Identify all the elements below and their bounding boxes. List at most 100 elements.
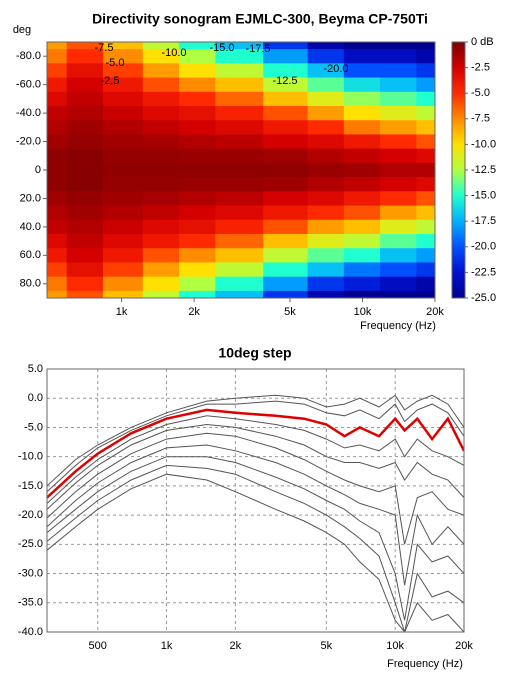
heatmap-cell	[142, 77, 180, 93]
heatmap-cell	[343, 91, 381, 107]
heatmap-cell	[263, 49, 309, 64]
heatmap-cell	[66, 49, 104, 64]
heatmap-cell	[47, 234, 68, 249]
heatmap-cell	[416, 290, 435, 298]
heatmap-cell	[179, 276, 216, 292]
heatmap-cell	[215, 49, 264, 64]
heatmap-cell	[102, 276, 144, 292]
heatmap-cell	[215, 134, 264, 150]
heatmap-cell	[102, 91, 144, 107]
heatmap-cell	[380, 148, 417, 164]
heatmap-cell	[66, 162, 104, 178]
contour-label: -7.5	[95, 42, 114, 54]
heatmap-cell	[343, 262, 381, 278]
heatmap-cell	[102, 42, 144, 50]
y-tick-label: 80.0	[20, 278, 41, 290]
heatmap-cell	[343, 162, 381, 178]
heatmap-cell	[142, 219, 180, 235]
heatmap-cell	[343, 106, 381, 121]
heatmap-cell	[416, 77, 435, 93]
series-line	[47, 394, 464, 487]
heatmap-cell	[47, 49, 68, 64]
heatmap-cell	[380, 262, 417, 278]
heatmap-cell	[66, 219, 104, 235]
heatmap-cell	[307, 134, 345, 150]
heatmap-cell	[263, 205, 309, 221]
heatmap-cell	[416, 148, 435, 164]
heatmap-cell	[263, 248, 309, 264]
heatmap-cell	[215, 191, 264, 207]
heatmap-cell	[215, 77, 264, 93]
heatmap-cell	[380, 248, 417, 264]
plot-area	[47, 369, 464, 632]
heatmap-cell	[307, 91, 345, 107]
heatmap-cell	[380, 191, 417, 207]
heatmap-cell	[47, 148, 68, 164]
heatmap-cell	[263, 219, 309, 235]
heatmap-cell	[215, 106, 264, 121]
heatmap-cell	[343, 177, 381, 192]
heatmap-cell	[102, 177, 144, 192]
x-tick-label: 5k	[321, 640, 333, 652]
colorbar-tick-label: -2.5	[471, 62, 490, 74]
heatmap-cell	[102, 205, 144, 221]
y-tick-label: -60.0	[16, 79, 41, 91]
heatmap-cell	[179, 91, 216, 107]
heatmap-cell	[102, 148, 144, 164]
chart-title: Directivity sonogram EJMLC-300, Beyma CP…	[92, 11, 428, 27]
heatmap-cell	[179, 191, 216, 207]
heatmap-cell	[416, 248, 435, 264]
heatmap-cell	[380, 276, 417, 292]
plot-frame	[46, 368, 465, 633]
heatmap-cell	[47, 191, 68, 207]
x-tick-label: 10k	[354, 306, 372, 318]
contour-label: -17.5	[245, 43, 270, 55]
series-line	[47, 432, 464, 545]
heatmap-cell	[102, 120, 144, 136]
series-line	[47, 408, 464, 499]
heatmap-cell	[66, 262, 104, 278]
heatmap-cell	[215, 248, 264, 264]
colorbar-tick-label: -10.0	[471, 138, 496, 150]
heatmap-cell	[215, 205, 264, 221]
colorbar-tick-label: -15.0	[471, 190, 496, 202]
heatmap-cell	[47, 162, 68, 178]
heatmap-cell	[179, 205, 216, 221]
heatmap-cell	[66, 77, 104, 93]
heatmap-cell	[307, 77, 345, 93]
heatmap-cell	[215, 219, 264, 235]
heatmap-cell	[263, 191, 309, 207]
heatmap-cell	[215, 120, 264, 136]
heatmap-cell	[66, 148, 104, 164]
contour-label: -2.5	[101, 75, 120, 87]
heatmap-cell	[307, 205, 345, 221]
heatmap-cell	[47, 42, 68, 50]
heatmap-cell	[343, 120, 381, 136]
heatmap-cell	[380, 91, 417, 107]
heatmap-cell	[380, 219, 417, 235]
heatmap-cell	[380, 290, 417, 298]
chart-title: 10deg step	[218, 345, 291, 361]
heatmap-cell	[307, 120, 345, 136]
heatmap-cell	[47, 134, 68, 150]
heatmap-cell	[102, 63, 144, 79]
heatmap-cell	[215, 177, 264, 192]
heatmap-cell	[416, 177, 435, 192]
heatmap-cell	[343, 234, 381, 249]
heatmap-cell	[47, 77, 68, 93]
heatmap-cell	[343, 219, 381, 235]
x-axis-label: Frequency (Hz)	[387, 658, 463, 670]
heatmap-cell	[307, 248, 345, 264]
heatmap-cell	[263, 148, 309, 164]
heatmap-cell	[142, 290, 180, 298]
heatmap-cell	[215, 63, 264, 79]
y-tick-label: -40.0	[18, 626, 43, 638]
heatmap-cell	[66, 205, 104, 221]
heatmap-cell	[416, 63, 435, 79]
colorbar-tick-label: -7.5	[471, 113, 490, 125]
heatmap-cell	[215, 290, 264, 298]
contour-label: -15.0	[209, 42, 234, 54]
heatmap-cell	[47, 177, 68, 192]
heatmap-cell	[380, 120, 417, 136]
heatmap-cell	[142, 262, 180, 278]
